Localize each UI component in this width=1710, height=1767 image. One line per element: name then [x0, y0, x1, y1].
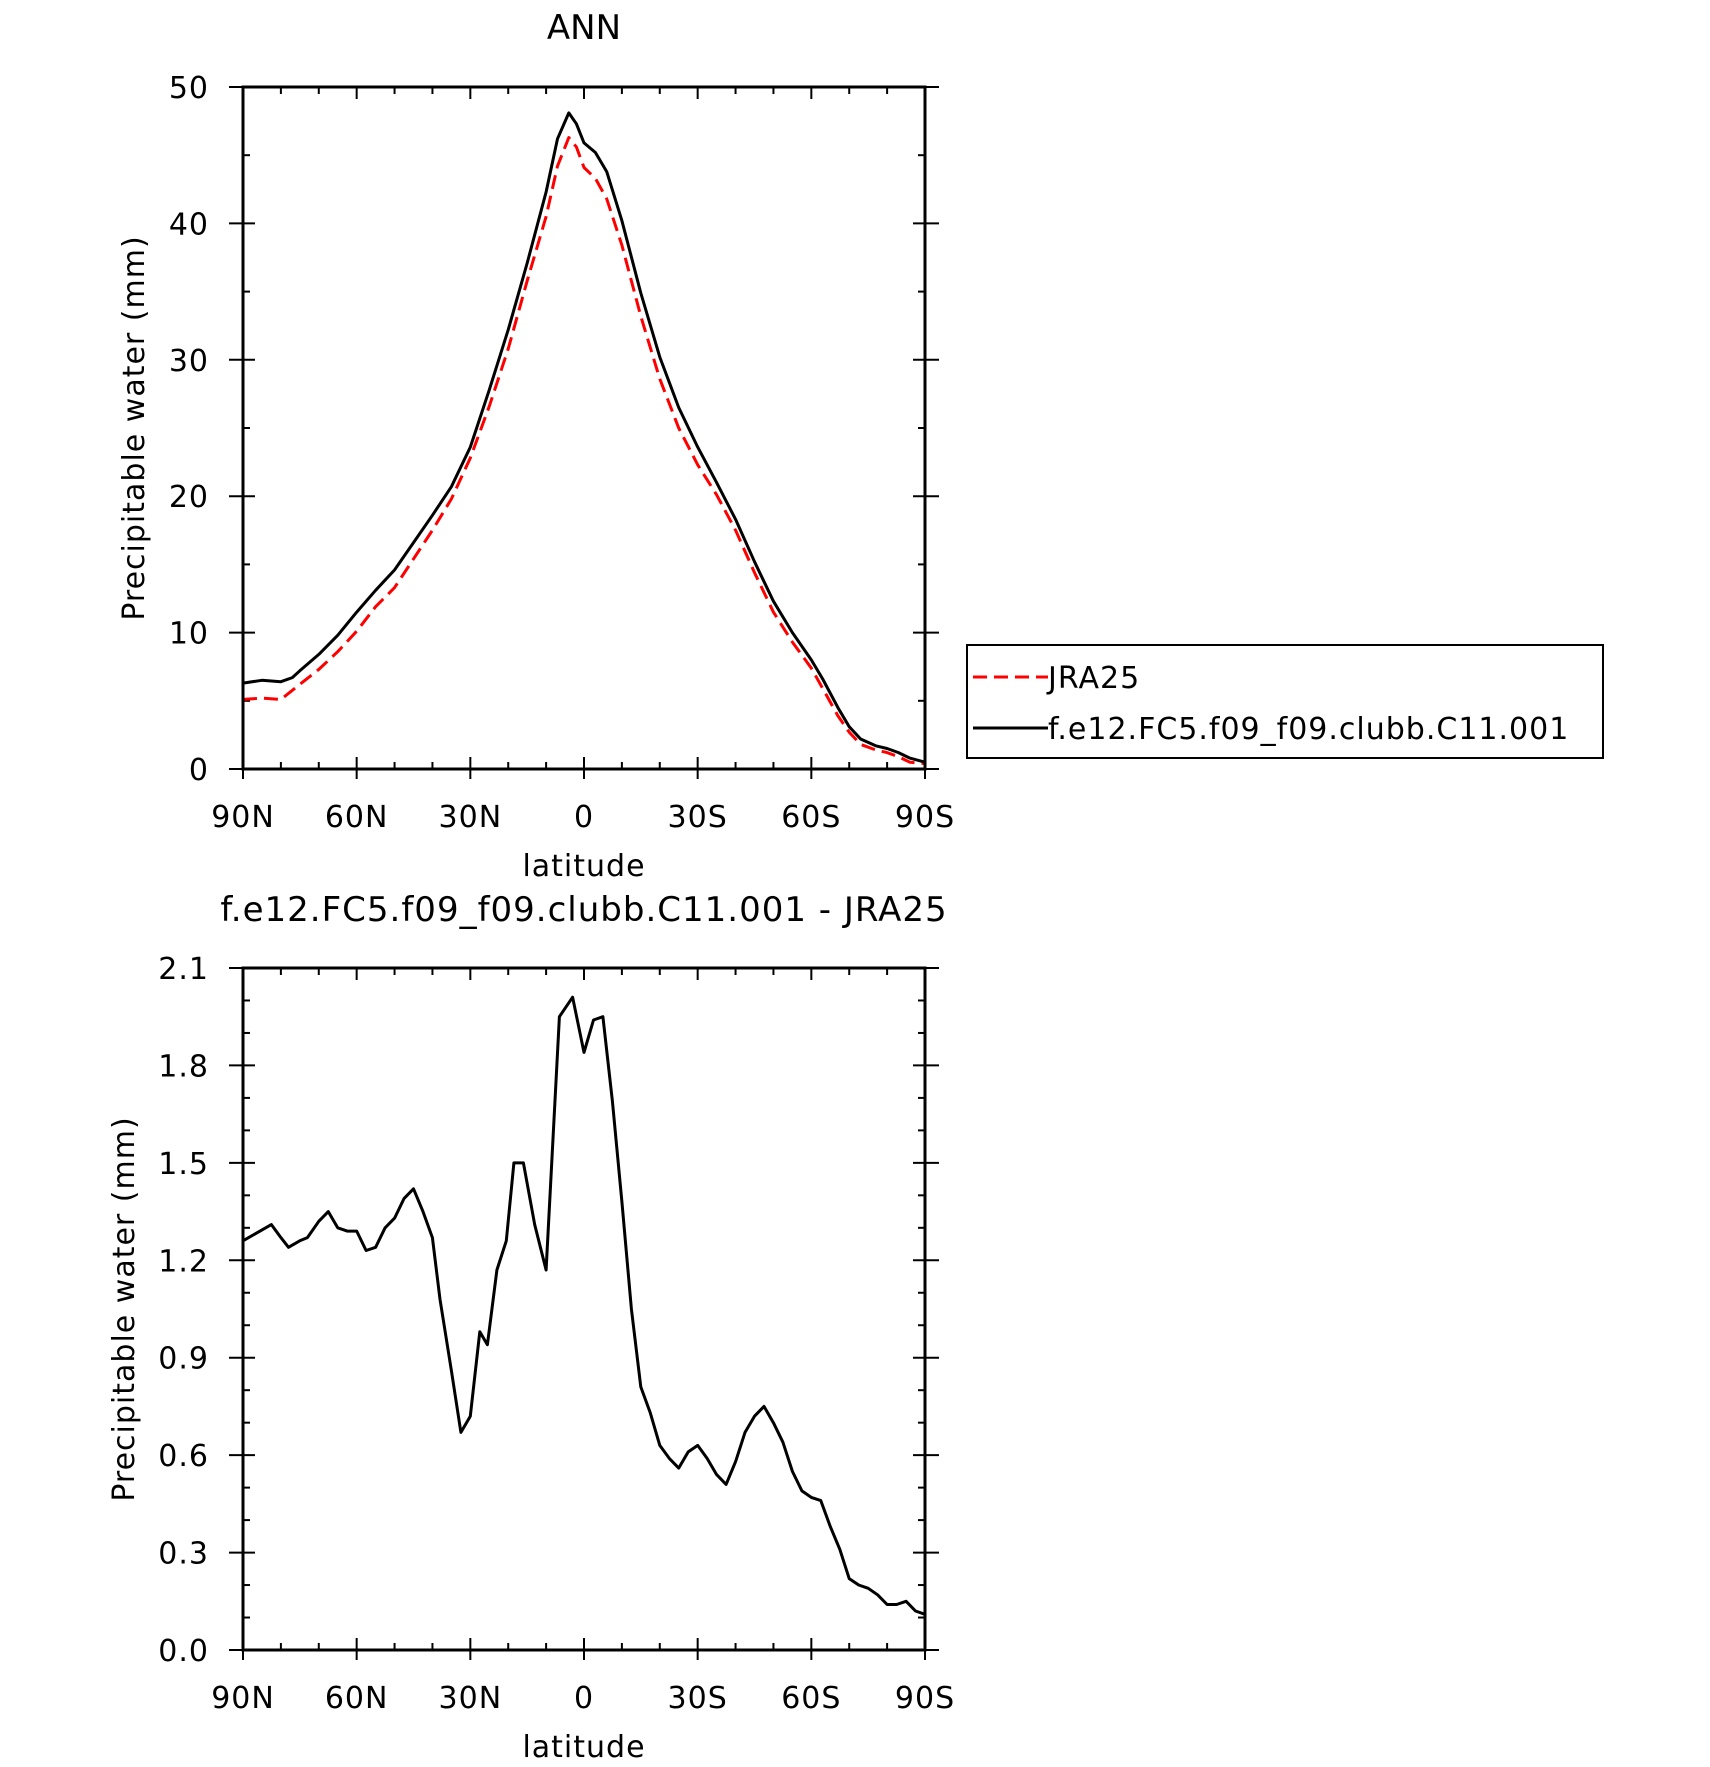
top-plot-frame	[241, 85, 927, 771]
bottom-series-lines	[242, 995, 926, 1616]
bottom-y-tick-label: 1.8	[158, 1049, 209, 1084]
top-axes: 90N 60N 30N 0 30S 60S 90S 0 10 20 30 40 50	[169, 71, 955, 835]
bottom-panel: f.e12.FC5.f09_f09.clubb.C11.001 - JRA25 …	[107, 890, 955, 1765]
top-x-tick-label: 0	[574, 800, 594, 835]
top-x-tick-label: 90N	[211, 800, 275, 835]
bottom-x-tick-label: 60S	[781, 1681, 841, 1716]
bottom-y-tick-label: 0.9	[158, 1342, 209, 1377]
top-x-tick-label: 30N	[439, 800, 503, 835]
legend-label-model: f.e12.FC5.f09_f09.clubb.C11.001	[1048, 712, 1569, 747]
bottom-plot-frame	[241, 966, 927, 1652]
top-chart-title: ANN	[547, 8, 621, 48]
top-x-axis-label: latitude	[522, 849, 645, 884]
top-y-tick-label: 30	[169, 344, 209, 379]
bottom-axes: 90N 60N 30N 0 30S 60S 90S 0.0 0.3 0.6 0.9 1.2 1.5 1.8…	[158, 952, 955, 1716]
top-panel: ANN 90N 60N 30N 0 30S 60S 90S 0 10 20 30 40 50 Preci…	[117, 8, 1604, 884]
bottom-x-tick-label: 0	[574, 1681, 594, 1716]
legend-box	[966, 644, 1604, 759]
top-x-tick-label: 30S	[668, 800, 728, 835]
top-y-tick-label: 50	[169, 71, 209, 106]
bottom-y-tick-label: 0.3	[158, 1537, 209, 1572]
legend-label-jra25: JRA25	[1046, 661, 1140, 696]
top-y-axis-label: Precipitable water (mm)	[117, 235, 152, 620]
top-y-tick-label: 10	[169, 617, 209, 652]
bottom-x-tick-label: 30N	[439, 1681, 503, 1716]
bottom-series-line-0	[242, 995, 926, 1616]
bottom-x-tick-label: 60N	[325, 1681, 389, 1716]
bottom-y-tick-label: 1.5	[158, 1147, 209, 1182]
top-x-tick-label: 60S	[781, 800, 841, 835]
bottom-y-tick-label: 0.0	[158, 1634, 209, 1669]
top-y-tick-label: 0	[189, 753, 209, 788]
bottom-y-tick-label: 0.6	[158, 1439, 209, 1474]
bottom-x-axis-label: latitude	[522, 1730, 645, 1765]
top-series-line-0	[242, 136, 926, 765]
bottom-y-tick-label: 1.2	[158, 1244, 209, 1279]
bottom-x-tick-label: 90N	[211, 1681, 275, 1716]
bottom-x-tick-label: 90S	[895, 1681, 955, 1716]
bottom-x-tick-label: 30S	[668, 1681, 728, 1716]
top-series-lines	[242, 111, 926, 765]
top-x-tick-label: 90S	[895, 800, 955, 835]
top-y-tick-label: 20	[169, 480, 209, 515]
bottom-chart-title: f.e12.FC5.f09_f09.clubb.C11.001 - JRA25	[220, 890, 947, 930]
top-x-tick-label: 60N	[325, 800, 389, 835]
bottom-y-axis-label: Precipitable water (mm)	[107, 1116, 142, 1501]
legend: JRA25 f.e12.FC5.f09_f09.clubb.C11.001	[966, 644, 1604, 759]
top-y-tick-label: 40	[169, 207, 209, 242]
bottom-y-tick-label: 2.1	[158, 952, 209, 987]
top-series-line-1	[242, 111, 926, 764]
